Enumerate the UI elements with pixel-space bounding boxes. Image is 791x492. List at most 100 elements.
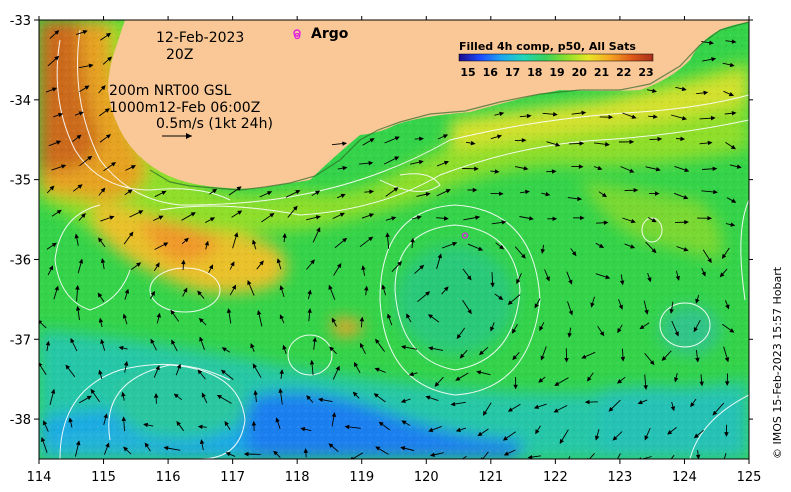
velocity-arrow-head: [552, 216, 558, 222]
colorbar-tick-label: 22: [616, 66, 631, 79]
velocity-arrow-head: [498, 295, 504, 301]
velocity-arrow-head: [201, 392, 206, 398]
velocity-arrow: [351, 452, 364, 459]
x-tick-label: 118: [285, 470, 310, 485]
velocity-arrow-head: [54, 55, 60, 61]
velocity-arrow-head: [76, 134, 82, 140]
velocity-arrow-head: [502, 436, 508, 441]
velocity-arrow-head: [693, 327, 698, 333]
velocity-arrow-head: [630, 218, 636, 224]
velocity-arrow-head: [43, 420, 48, 426]
velocity-arrow-head: [181, 259, 186, 265]
velocity-arrow-head: [273, 450, 279, 456]
velocity-arrow-head: [342, 141, 348, 146]
velocity-arrow-head: [375, 338, 380, 344]
velocity-arrow-head: [566, 461, 569, 465]
annotation-depth-1000: 1000m12-Feb 06:00Z: [109, 100, 260, 116]
velocity-arrow-head: [443, 286, 449, 292]
velocity-arrow-head: [416, 215, 422, 220]
velocity-arrow-head: [507, 300, 513, 305]
velocity-arrow-head: [594, 435, 600, 441]
colorbar-tick-label: 23: [638, 66, 653, 79]
credit-text: © IMOS 15-Feb-2023 15:57 Hobart: [771, 266, 784, 459]
velocity-arrow-head: [568, 310, 573, 316]
velocity-arrow-head: [368, 236, 374, 242]
velocity-arrow-head: [657, 136, 663, 142]
velocity-arrow-head: [381, 284, 386, 290]
scale-arrow: [162, 133, 192, 139]
velocity-arrow-head: [130, 165, 137, 170]
velocity-arrow-head: [170, 309, 176, 315]
x-tick-label: 120: [414, 470, 439, 485]
velocity-arrow-head: [695, 298, 700, 304]
velocity-arrow-head: [470, 140, 476, 146]
velocity-arrow-head: [150, 338, 155, 344]
velocity-arrow-head: [445, 189, 451, 194]
velocity-arrow-head: [49, 185, 55, 191]
velocity-arrow-head: [681, 115, 687, 121]
velocity-arrow-head: [331, 412, 337, 417]
y-tick-label: -38: [10, 413, 31, 428]
colorbar-tick-labels: 15 16 17 18 19 20 21 22 23: [460, 66, 653, 79]
velocity-arrow-head: [221, 347, 227, 352]
velocity-arrow-head: [630, 244, 636, 249]
velocity-arrow-head: [104, 108, 110, 113]
velocity-arrow-head: [45, 340, 51, 346]
colorbar-tick-label: 20: [572, 66, 588, 79]
velocity-arrow-head: [695, 454, 701, 459]
velocity-arrow-head: [331, 317, 336, 323]
colorbar-title: Filled 4h comp, p50, All Sats: [459, 40, 636, 53]
velocity-arrow-head: [225, 452, 231, 457]
velocity-arrow-head: [121, 416, 127, 422]
argo-float-marker: [461, 232, 469, 239]
velocity-arrow-head: [198, 317, 204, 323]
velocity-arrow-head: [100, 338, 105, 345]
velocity-arrow-head: [144, 442, 150, 448]
velocity-arrow-head: [100, 85, 106, 91]
velocity-arrow-head: [478, 246, 484, 251]
x-tick-label: 125: [737, 470, 762, 485]
velocity-arrow-head: [136, 262, 142, 267]
velocity-arrow-head: [84, 85, 90, 90]
velocity-arrow-head: [450, 401, 456, 407]
velocity-arrow-head: [651, 217, 657, 223]
velocity-arrow-head: [230, 261, 235, 267]
velocity-arrow-head: [478, 350, 484, 356]
velocity-arrow-head: [577, 196, 583, 201]
colorbar-tick-label: 15: [460, 66, 475, 79]
velocity-arrow-head: [197, 369, 203, 375]
velocity-arrow-head: [724, 381, 730, 386]
colorbar-tick-label: 18: [527, 66, 542, 79]
velocity-arrow-head: [425, 291, 431, 296]
y-tick-label: -35: [10, 174, 31, 189]
velocity-arrow-head: [204, 240, 209, 246]
velocity-arrow: [588, 452, 595, 459]
velocity-arrow-head: [434, 381, 440, 387]
velocity-arrow-head: [567, 332, 572, 338]
velocity-arrow-head: [98, 237, 103, 243]
velocity-arrow-head: [654, 191, 660, 196]
velocity-arrow-head: [156, 312, 162, 318]
velocity-arrow-head: [507, 407, 513, 412]
velocity-arrow-head: [51, 87, 58, 92]
velocity-arrow-head: [730, 222, 736, 227]
velocity-arrow-head: [490, 282, 495, 288]
y-axis: -33 -34 -35 -36 -37 -38: [10, 14, 753, 428]
velocity-arrow-head: [629, 139, 635, 145]
velocity-arrow-head: [684, 167, 690, 173]
velocity-arrow-head: [276, 258, 282, 264]
velocity-arrow-head: [359, 316, 365, 322]
velocity-arrow-head: [342, 237, 348, 243]
velocity-arrow-head: [472, 187, 478, 193]
velocity-arrow-head: [300, 426, 306, 432]
velocity-arrow-head: [335, 365, 340, 371]
velocity-arrow-head: [511, 328, 517, 334]
velocity-arrow-head: [226, 308, 232, 314]
velocity-arrow-head: [526, 113, 532, 119]
velocity-arrow-head: [97, 292, 103, 298]
x-tick-label: 117: [220, 470, 245, 485]
velocity-arrow-head: [456, 333, 462, 340]
velocity-arrow-head: [39, 320, 43, 325]
velocity-arrow-head: [713, 189, 718, 195]
velocity-arrow-head: [307, 308, 312, 313]
